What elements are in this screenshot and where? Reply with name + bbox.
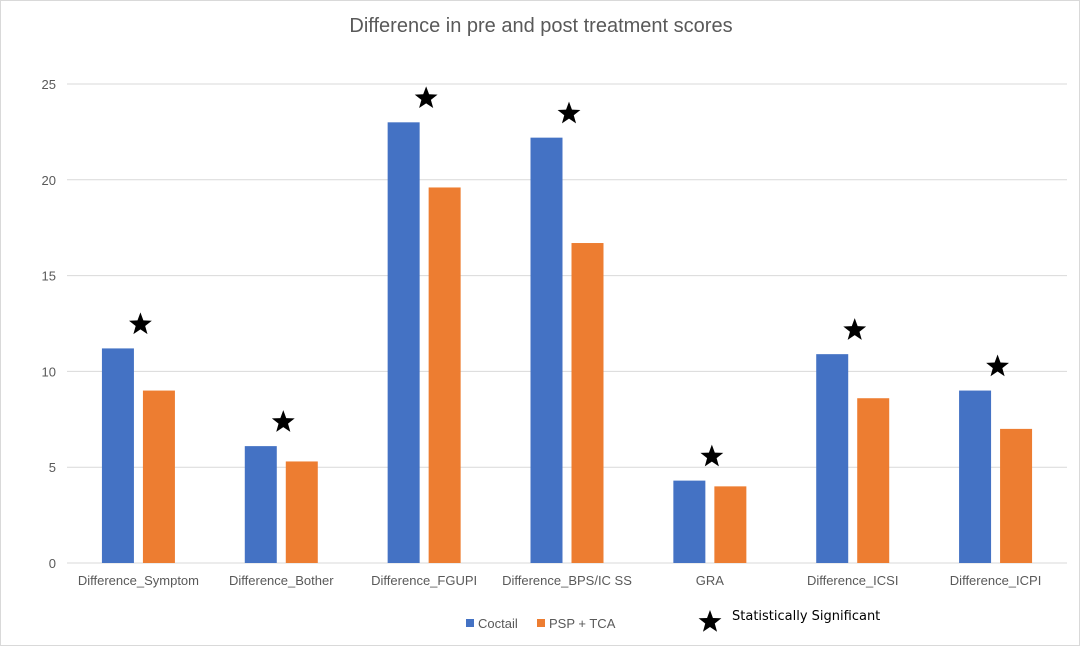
x-tick-label: Difference_BPS/IC SS bbox=[502, 573, 632, 588]
significance-star-icon bbox=[843, 318, 867, 340]
legend: Coctail PSP + TCA Statistically Significan… bbox=[466, 609, 880, 632]
x-axis-ticks: Difference_Symptom Difference_Bother Diffe… bbox=[78, 573, 1041, 588]
y-tick-label: 0 bbox=[49, 556, 56, 571]
bar-psp-tca bbox=[142, 390, 175, 563]
y-tick-label: 10 bbox=[42, 364, 56, 379]
bar-psp-tca bbox=[285, 461, 318, 563]
y-tick-label: 25 bbox=[42, 77, 56, 92]
y-axis-ticks: 0 5 10 15 20 25 bbox=[42, 77, 56, 571]
legend-swatch-coctail bbox=[466, 619, 474, 627]
significance-star-icon bbox=[700, 444, 724, 467]
bar-coctail bbox=[530, 137, 563, 563]
significance-stars bbox=[129, 86, 1009, 467]
x-tick-label: Difference_FGUPI bbox=[371, 573, 477, 588]
y-tick-label: 20 bbox=[42, 173, 56, 188]
bar-coctail bbox=[101, 348, 134, 563]
significance-star-icon bbox=[271, 410, 295, 432]
bar-psp-tca bbox=[857, 398, 890, 563]
bar-psp-tca bbox=[571, 243, 604, 563]
significance-legend-label: Statistically Significant bbox=[732, 609, 880, 624]
bar-psp-tca bbox=[714, 486, 747, 563]
significance-star-icon bbox=[129, 312, 152, 335]
bar-coctail bbox=[816, 354, 849, 563]
bar-coctail bbox=[387, 122, 420, 563]
y-tick-label: 5 bbox=[49, 460, 56, 475]
significance-star-icon bbox=[557, 101, 581, 124]
legend-label-psp-tca: PSP + TCA bbox=[549, 616, 616, 631]
significance-star-icon bbox=[414, 86, 438, 109]
x-tick-label: Difference_ICPI bbox=[950, 573, 1042, 588]
x-tick-label: Difference_Symptom bbox=[78, 573, 199, 588]
bar-psp-tca bbox=[1000, 428, 1033, 563]
bars bbox=[101, 122, 1033, 564]
bar-psp-tca bbox=[428, 187, 461, 564]
gridlines bbox=[67, 83, 1067, 564]
bar-coctail bbox=[244, 446, 277, 563]
chart-title: Difference in pre and post treatment sco… bbox=[349, 15, 732, 37]
legend-swatch-psp-tca bbox=[537, 619, 545, 627]
legend-label-coctail: Coctail bbox=[478, 616, 518, 631]
legend-star-icon bbox=[698, 610, 722, 632]
y-tick-label: 15 bbox=[42, 269, 56, 284]
bar-coctail bbox=[673, 480, 706, 563]
bar-coctail bbox=[959, 390, 992, 563]
x-tick-label: GRA bbox=[696, 573, 725, 588]
significance-star-icon bbox=[986, 354, 1009, 377]
x-tick-label: Difference_ICSI bbox=[807, 573, 899, 588]
x-tick-label: Difference_Bother bbox=[229, 573, 334, 588]
